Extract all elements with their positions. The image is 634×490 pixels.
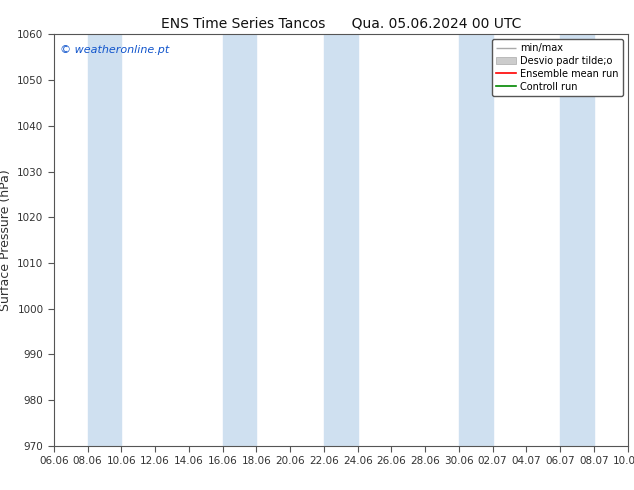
Legend: min/max, Desvio padr tilde;o, Ensemble mean run, Controll run: min/max, Desvio padr tilde;o, Ensemble m… (492, 39, 623, 96)
Bar (87, 34, 121, 446)
Bar (324, 34, 358, 446)
Title: ENS Time Series Tancos      Qua. 05.06.2024 00 UTC: ENS Time Series Tancos Qua. 05.06.2024 0… (160, 16, 521, 30)
Bar (560, 34, 594, 446)
Y-axis label: Surface Pressure (hPa): Surface Pressure (hPa) (0, 169, 11, 311)
Bar (459, 34, 493, 446)
Bar (223, 34, 256, 446)
Text: © weatheronline.pt: © weatheronline.pt (60, 45, 169, 54)
